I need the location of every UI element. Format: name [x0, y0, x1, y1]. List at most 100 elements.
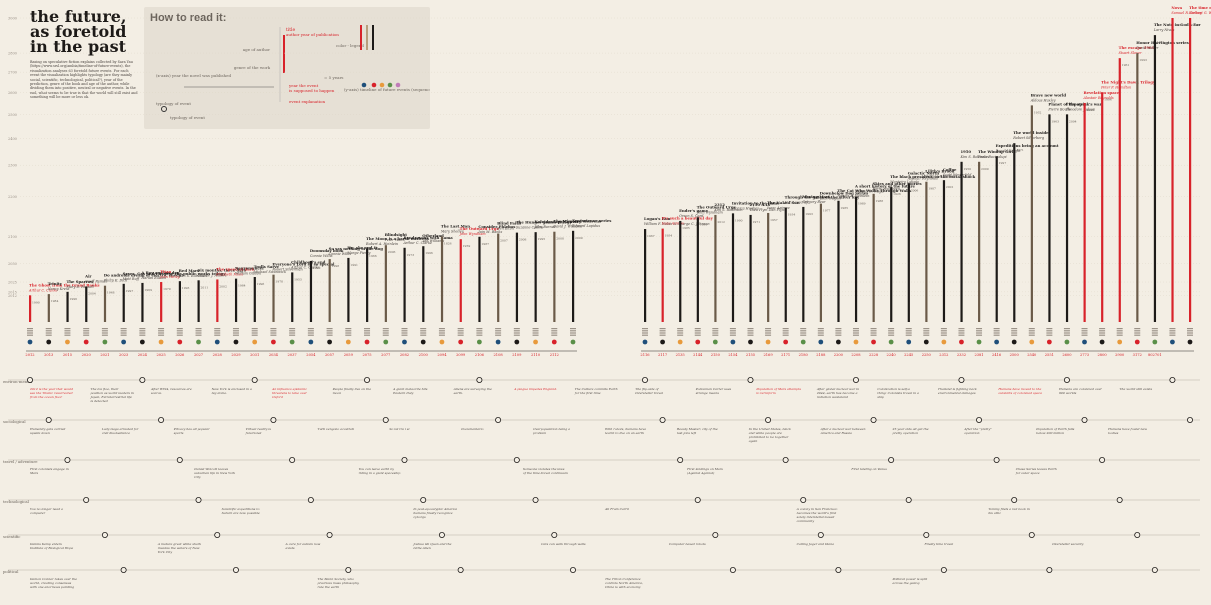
age-marker — [195, 332, 202, 334]
typology-marker — [401, 456, 408, 463]
y-tick-label: 2015 — [8, 290, 17, 294]
event-title: It's such a beautiful day — [662, 216, 714, 221]
age-marker — [765, 328, 772, 330]
genre-dot — [533, 339, 538, 345]
y-tick-label: 2800 — [8, 52, 17, 56]
age-marker — [852, 332, 859, 334]
typology-marker — [289, 456, 296, 463]
event-bar — [854, 196, 858, 322]
genre-dot — [46, 339, 52, 345]
event-year-label: 2144 — [693, 353, 703, 357]
age-marker — [401, 330, 408, 332]
event-year-label: 2075 — [362, 353, 372, 357]
event-title: Red Mars — [179, 268, 199, 273]
event-explanation: First colonists engage in — [29, 467, 69, 471]
event-author: Ronald Wright — [995, 149, 1022, 153]
y-tick-label: 2600 — [8, 91, 17, 95]
y-tick-label: 2700 — [8, 71, 17, 75]
event-explanation: cyborgs — [413, 515, 426, 519]
event-title: The escape 1961 — [1119, 45, 1155, 50]
typology-marker — [747, 376, 754, 383]
age-marker — [27, 328, 33, 330]
genre-dot — [959, 339, 964, 345]
event-explanation: After global nuclear war in — [816, 387, 859, 391]
event-pub-year: 1826 — [444, 241, 452, 245]
typology-marker — [195, 496, 202, 503]
age-marker — [923, 334, 930, 336]
genre-dot — [420, 339, 426, 345]
typology-marker — [158, 416, 165, 423]
genre-dot — [818, 339, 824, 345]
event-explanation: York City — [158, 550, 173, 554]
age-marker — [214, 330, 221, 332]
event-explanation: upside down — [30, 431, 50, 435]
age-marker — [364, 330, 371, 332]
age-marker — [457, 334, 464, 336]
event-year-label: 2037 — [288, 353, 298, 357]
event-bar — [661, 228, 664, 322]
age-marker — [747, 334, 754, 336]
age-marker — [712, 334, 719, 336]
event-pub-year: 1988 — [876, 199, 884, 203]
age-marker — [326, 334, 333, 336]
event-explanation: First landing on Venus — [850, 467, 887, 471]
event-title: Logan's Run — [644, 216, 671, 221]
svg-text:author year of publication: author year of publication — [286, 32, 339, 37]
age-marker — [1046, 332, 1053, 334]
age-marker — [1028, 330, 1035, 332]
event-explanation: Institute of Biological Hope — [29, 546, 73, 550]
age-marker — [101, 334, 108, 336]
event-year-label: 2117 — [658, 353, 668, 357]
genre-dot — [730, 339, 736, 345]
event-explanation: position as world leaders in — [91, 391, 134, 395]
event-year-label: 2245 — [904, 353, 914, 357]
age-marker — [457, 330, 464, 332]
event-explanation: outskirts of colonized space — [998, 391, 1042, 395]
age-marker — [195, 330, 202, 332]
genre-dot — [158, 339, 164, 345]
typology-marker — [1046, 567, 1053, 574]
age-marker — [476, 330, 483, 332]
age-marker — [817, 332, 824, 334]
genre-dot — [570, 339, 576, 345]
event-year-label: 2600 — [1062, 353, 1072, 357]
age-marker — [677, 332, 684, 334]
event-bar — [1101, 92, 1104, 322]
event-title: The time machine — [1189, 5, 1211, 10]
genre-dot — [514, 339, 520, 345]
event-author: John Barnes — [534, 225, 556, 229]
event-pub-year: 1953 — [294, 277, 302, 281]
event-year-label: 2381 — [974, 353, 983, 357]
event-title: The Outward Urge — [460, 226, 500, 231]
event-title: Air — [84, 274, 92, 279]
event-year-label: 2112 — [550, 353, 559, 357]
event-explanation: Someone violates the laws — [523, 467, 565, 471]
event-title: Trolls Sarve — [254, 264, 280, 269]
event-pub-year: 1984 — [238, 284, 246, 288]
typology-marker — [326, 532, 333, 539]
age-marker — [120, 332, 127, 334]
event-explanation: for the first time — [574, 391, 601, 395]
event-explanation: to terraform — [756, 391, 775, 395]
age-marker — [993, 330, 1000, 332]
age-marker — [1099, 334, 1106, 336]
event-explanation: Colonization is self-a — [877, 387, 910, 391]
event-year-label: 2155 — [746, 353, 756, 357]
event-pub-year: 2011 — [201, 285, 209, 289]
event-explanation: The Ice floe, their — [91, 387, 119, 391]
event-bar — [942, 180, 946, 322]
age-marker — [782, 332, 789, 334]
age-marker — [513, 334, 520, 336]
event-bar — [978, 161, 981, 322]
event-pub-year: 2008 — [519, 238, 527, 242]
age-marker — [420, 328, 427, 330]
row-label: scientific — [3, 534, 20, 539]
event-bar — [890, 187, 893, 322]
event-pub-year: 1926 — [893, 192, 901, 196]
event-title: Skies and other stories — [873, 181, 922, 186]
event-pub-year: 2012 — [717, 220, 725, 224]
event-year-label: 2025 — [156, 353, 166, 357]
event-author: Warren W. Wagar — [855, 190, 885, 194]
event-title: The Night's Dawn Trilogy — [1101, 79, 1156, 84]
event-title: Ender's game — [679, 208, 708, 213]
